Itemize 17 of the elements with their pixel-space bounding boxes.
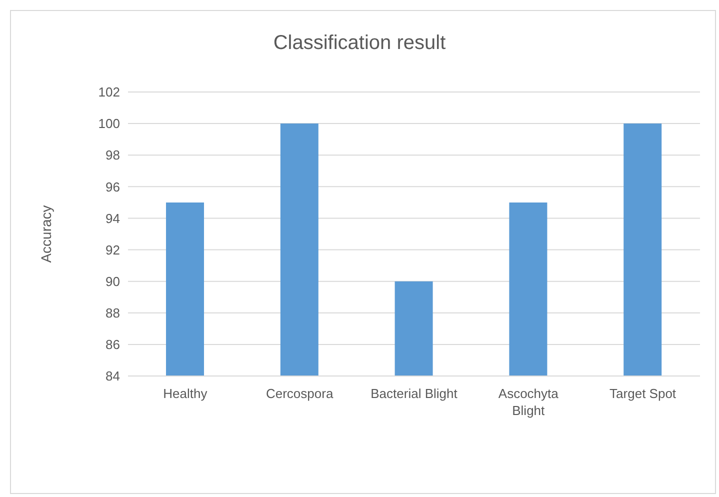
x-tick-label: Healthy xyxy=(163,386,208,401)
y-tick-label: 92 xyxy=(106,242,120,258)
y-tick-label: 100 xyxy=(98,116,120,132)
x-tick-label: Bacterial Blight xyxy=(370,386,458,401)
y-tick-label: 86 xyxy=(106,337,120,352)
y-tick-label: 96 xyxy=(106,179,120,194)
y-tick-label: 102 xyxy=(98,84,120,100)
chart-title: Classification result xyxy=(272,32,447,55)
y-tick-label: 90 xyxy=(106,274,120,289)
y-tick-label: 94 xyxy=(106,210,120,226)
x-tick-label: Cercospora xyxy=(266,386,334,401)
x-tick-label: Target Spot xyxy=(610,386,676,401)
x-tick-label: Ascochyta Blight xyxy=(498,386,560,418)
y-tick-label: 98 xyxy=(106,148,120,163)
y-tick-label: 84 xyxy=(106,368,120,384)
y-tick-label: 88 xyxy=(106,306,120,321)
y-axis-title: Accuracy xyxy=(38,205,54,263)
